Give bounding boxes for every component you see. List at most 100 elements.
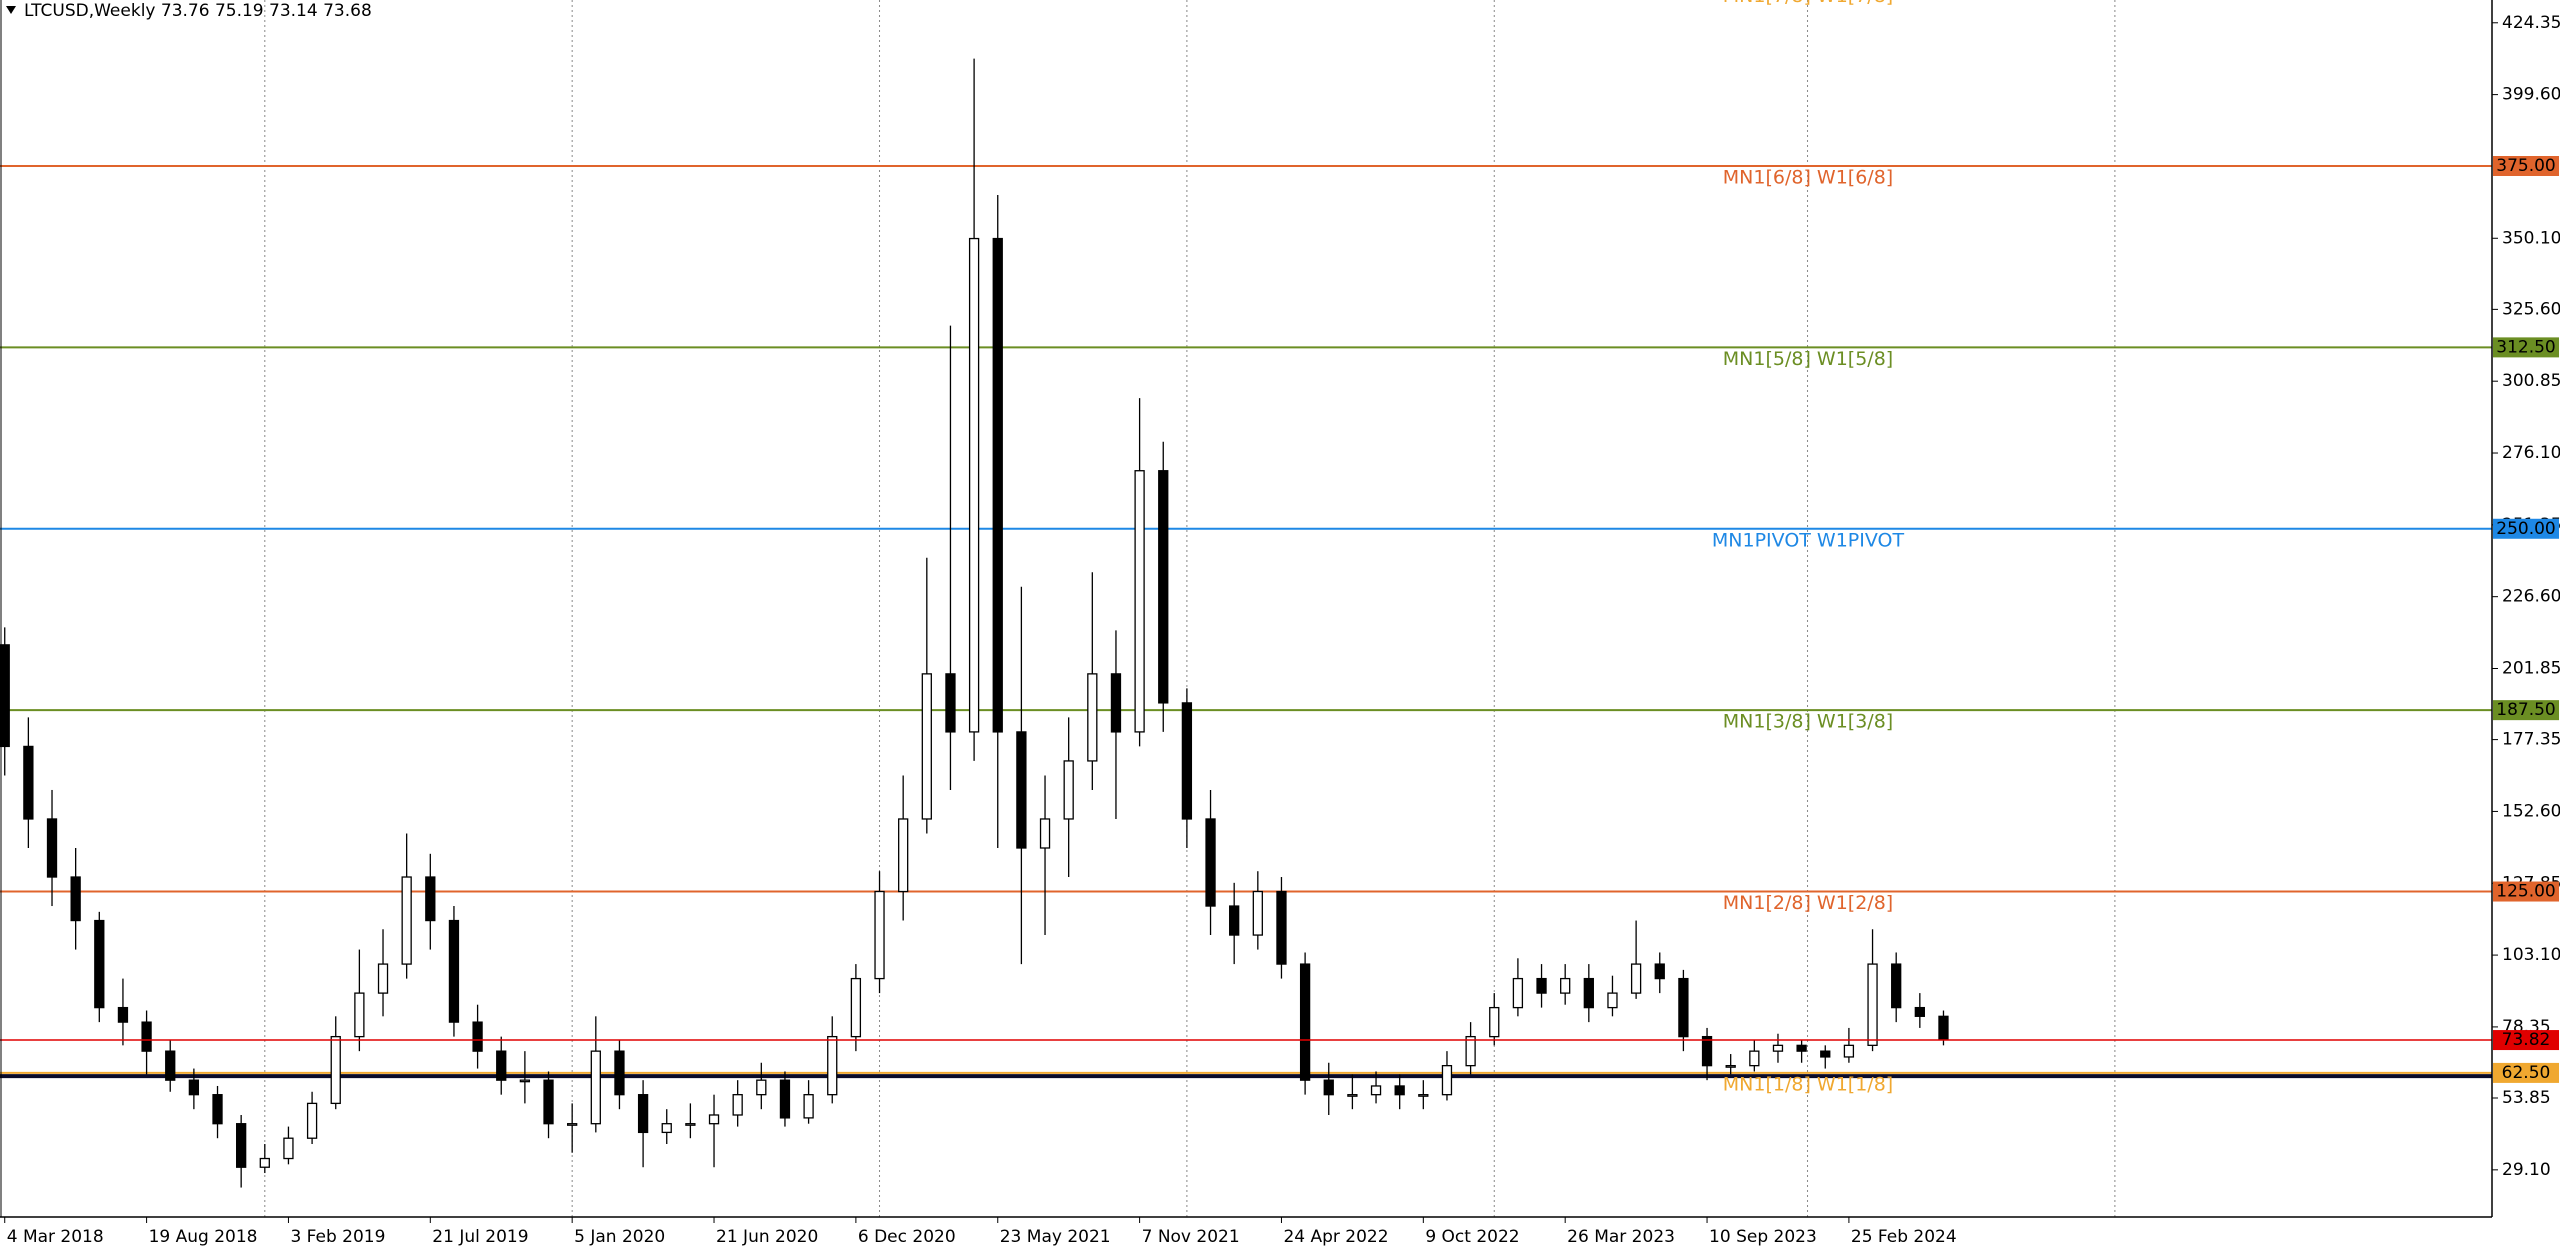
x-tick-label: 3 Feb 2019 xyxy=(290,1227,385,1247)
candle-body xyxy=(306,1102,318,1139)
candle-body xyxy=(1914,1006,1925,1017)
candle-body xyxy=(1536,977,1547,994)
y-tick-label: 53.85 xyxy=(2502,1088,2551,1108)
menu-triangle[interactable] xyxy=(6,6,16,14)
candle-body xyxy=(236,1123,247,1168)
candle-body xyxy=(354,992,365,1038)
level-price-label: 312.50 xyxy=(2496,337,2555,357)
y-tick-label: 152.60 xyxy=(2502,801,2560,821)
candle-body xyxy=(685,1123,696,1126)
x-tick-label: 21 Jun 2020 xyxy=(716,1227,818,1247)
candle-body xyxy=(1441,1065,1453,1096)
x-tick-label: 21 Jul 2019 xyxy=(432,1227,528,1247)
candle-body xyxy=(23,745,34,820)
candle-body xyxy=(1370,1085,1382,1096)
level-label: MN1[3/8] W1[3/8] xyxy=(1723,711,1893,733)
x-tick-label: 6 Dec 2020 xyxy=(858,1227,956,1247)
candle-body xyxy=(637,1094,649,1134)
candle-body xyxy=(330,1035,341,1105)
candle-body xyxy=(827,1035,838,1096)
candle-body xyxy=(614,1050,625,1096)
current-price-label: 73.82 xyxy=(2502,1030,2551,1050)
candle-body xyxy=(1796,1044,1807,1052)
x-tick-label: 19 Aug 2018 xyxy=(149,1227,258,1247)
candle-body xyxy=(1725,1065,1736,1068)
x-tick-label: 4 Mar 2018 xyxy=(7,1227,104,1247)
x-tick-label: 26 Mar 2023 xyxy=(1567,1227,1675,1247)
candle-body xyxy=(1820,1050,1831,1058)
level-price-box xyxy=(2493,700,2559,721)
level-label: MN1PIVOT W1PIVOT xyxy=(1712,529,1905,551)
candle-body xyxy=(732,1094,743,1116)
candle-body xyxy=(968,237,980,733)
candle-body xyxy=(377,963,389,994)
level-price-box xyxy=(2493,156,2559,177)
candle-body xyxy=(1418,1094,1429,1097)
candle-body xyxy=(1701,1035,1713,1067)
candle-body xyxy=(1607,992,1618,1009)
candle-body xyxy=(708,1114,720,1125)
candle-body xyxy=(1678,977,1689,1038)
y-tick-label: 201.85 xyxy=(2502,659,2560,679)
candle-body xyxy=(874,890,885,980)
candle-body xyxy=(567,1123,578,1126)
y-tick-label: 226.60 xyxy=(2502,587,2560,607)
candle-body xyxy=(1158,470,1169,704)
candle-body xyxy=(1039,818,1051,849)
x-tick-label: 25 Feb 2024 xyxy=(1851,1227,1957,1247)
candle-body xyxy=(1772,1044,1784,1052)
y-tick-label: 350.10 xyxy=(2502,228,2560,248)
candle-body xyxy=(70,876,81,922)
y-tick-label: 300.85 xyxy=(2502,371,2560,391)
candle-body xyxy=(117,1006,129,1023)
y-tick-label: 177.35 xyxy=(2502,730,2560,750)
candle-body xyxy=(1016,731,1027,849)
level-label: MN1[5/8] W1[5/8] xyxy=(1723,348,1893,370)
candle-body xyxy=(496,1050,507,1081)
candle-body xyxy=(850,977,862,1038)
plot-area xyxy=(0,0,2492,1217)
level-price-label: 187.50 xyxy=(2496,700,2555,720)
candle-body xyxy=(141,1021,152,1052)
current-price-box xyxy=(2493,1030,2559,1051)
candle-body xyxy=(1134,470,1145,733)
candle-body xyxy=(1583,977,1594,1009)
candle-body xyxy=(165,1050,176,1081)
candle-body xyxy=(803,1094,814,1119)
candle-body xyxy=(1560,977,1571,994)
candle-body xyxy=(259,1157,270,1168)
candle-body xyxy=(425,876,436,922)
candle-body xyxy=(1347,1094,1358,1097)
candle-body xyxy=(1323,1079,1334,1096)
level-price-box xyxy=(2493,337,2559,358)
candle-body xyxy=(898,818,909,893)
level-price-label: 250.00 xyxy=(2496,519,2555,539)
candle-body xyxy=(283,1137,294,1160)
chart-header: LTCUSD,Weekly 73.76 75.19 73.14 73.68 xyxy=(24,1,372,21)
candle-body xyxy=(1891,963,1902,1009)
candle-body xyxy=(1229,905,1240,936)
candle-body xyxy=(1630,963,1642,994)
x-tick-label: 5 Jan 2020 xyxy=(574,1227,665,1247)
y-tick-label: 399.60 xyxy=(2502,85,2560,105)
candle-body xyxy=(1276,890,1287,965)
level-price-label: 375.00 xyxy=(2496,156,2555,176)
level-price-label: 125.00 xyxy=(2496,882,2555,902)
y-tick-label: 276.10 xyxy=(2502,443,2560,463)
candle-body xyxy=(1110,673,1122,733)
y-tick-label: 325.60 xyxy=(2502,299,2560,319)
candle-body xyxy=(1205,818,1216,907)
x-tick-label: 7 Nov 2021 xyxy=(1142,1227,1240,1247)
candle-body xyxy=(1938,1015,1949,1041)
candle-body xyxy=(1299,963,1311,1081)
candle-body xyxy=(1654,963,1665,980)
candle-body xyxy=(945,673,956,733)
candle-body xyxy=(756,1079,767,1096)
candle-body xyxy=(543,1079,554,1125)
candle-body xyxy=(992,237,1003,733)
level-label: MN1[6/8] W1[6/8] xyxy=(1723,167,1893,189)
level-price-box xyxy=(2493,518,2559,539)
